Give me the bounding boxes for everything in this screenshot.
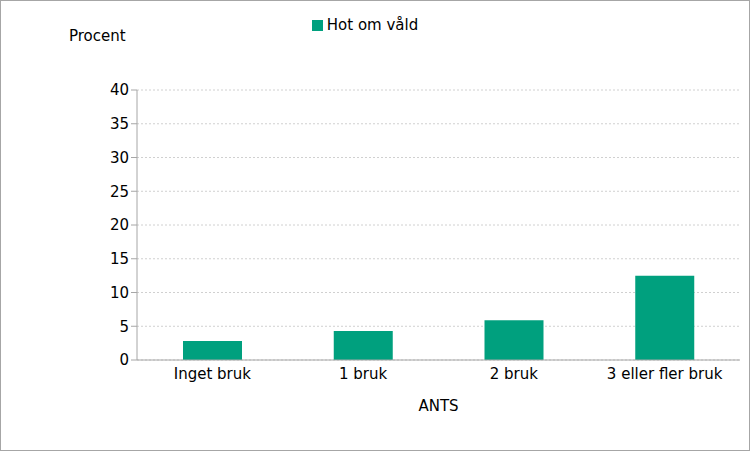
svg-text:10: 10 (110, 284, 129, 302)
svg-text:20: 20 (110, 216, 129, 234)
svg-text:35: 35 (110, 115, 129, 133)
svg-text:2 bruk: 2 bruk (490, 365, 539, 383)
svg-text:Inget bruk: Inget bruk (174, 365, 252, 383)
svg-text:3 eller fler bruk: 3 eller fler bruk (607, 365, 723, 383)
svg-text:0: 0 (119, 351, 129, 369)
svg-text:40: 40 (110, 81, 129, 99)
svg-text:15: 15 (110, 250, 129, 268)
svg-text:1 bruk: 1 bruk (339, 365, 388, 383)
html-text:Hot om våld: Hot om våld (326, 16, 419, 34)
html-text:Procent: Procent (69, 27, 126, 45)
svg-text:25: 25 (110, 183, 129, 201)
svg-text:30: 30 (110, 149, 129, 167)
svg-text:5: 5 (119, 318, 129, 336)
svg-text:ANTS: ANTS (418, 397, 458, 415)
